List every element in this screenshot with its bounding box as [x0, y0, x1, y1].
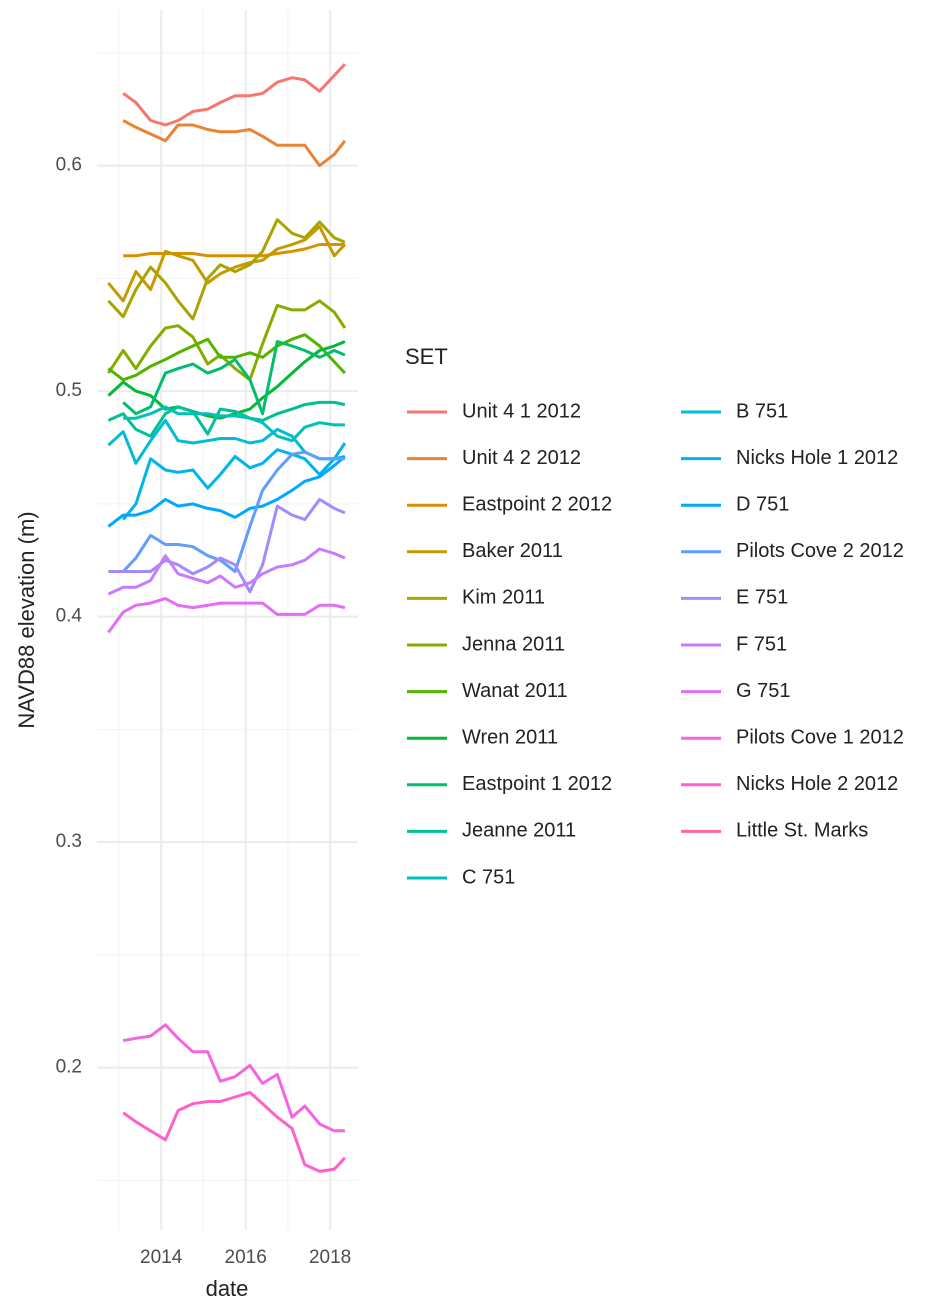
legend-label: Nicks Hole 2 2012: [736, 773, 898, 795]
series-line: [107, 218, 346, 321]
legend-label: F 751: [736, 633, 787, 655]
series-line: [123, 243, 345, 258]
x-tick-label: 2018: [309, 1247, 351, 1268]
series-line: [107, 299, 347, 382]
series-line: [122, 442, 347, 521]
x-axis-title: date: [206, 1276, 249, 1301]
series-line: [107, 455, 346, 528]
series-line: [122, 340, 346, 416]
series-line: [122, 1023, 345, 1133]
legend-title: SET: [405, 344, 448, 369]
legend-label: Eastpoint 2 2012: [462, 493, 612, 515]
legend-label: Baker 2011: [462, 540, 563, 562]
y-axis-title: NAVD88 elevation (m): [14, 511, 39, 728]
y-tick-label: 0.5: [56, 380, 82, 401]
y-tick-label: 0.4: [56, 606, 83, 627]
series-line: [122, 63, 346, 127]
series-line: [107, 597, 346, 634]
legend-label: G 751: [736, 680, 790, 702]
series-line: [107, 400, 346, 438]
y-tick-label: 0.6: [56, 155, 82, 176]
series-line: [107, 225, 346, 303]
legend-label: Little St. Marks: [736, 820, 868, 842]
legend-label: Jenna 2011: [462, 633, 565, 655]
legend-label: Unit 4 2 2012: [462, 447, 581, 469]
x-tick-label: 2014: [140, 1247, 183, 1268]
series-line: [123, 405, 345, 443]
legend-label: Wanat 2011: [462, 680, 568, 702]
series-line: [122, 450, 345, 573]
series-line: [122, 119, 347, 168]
legend-label: Pilots Cove 2 2012: [736, 540, 904, 562]
series-line: [107, 333, 346, 382]
series-line: [107, 547, 346, 596]
legend-label: E 751: [736, 587, 788, 609]
legend-label: Eastpoint 1 2012: [462, 773, 612, 795]
series-line: [108, 497, 346, 594]
y-tick-label: 0.3: [56, 831, 82, 852]
legend-label: Unit 4 1 2012: [462, 400, 581, 422]
legend-label: D 751: [736, 493, 789, 515]
legend-label: Kim 2011: [462, 587, 545, 609]
legend-label: Pilots Cove 1 2012: [736, 726, 904, 748]
legend-label: Nicks Hole 1 2012: [736, 447, 898, 469]
legend-label: Jeanne 2011: [462, 820, 576, 842]
series-line: [122, 1090, 346, 1173]
y-tick-label: 0.2: [56, 1057, 82, 1078]
x-tick-label: 2016: [225, 1247, 267, 1268]
legend-label: C 751: [462, 866, 515, 888]
legend-label: B 751: [736, 400, 788, 422]
legend-label: Wren 2011: [462, 726, 558, 748]
